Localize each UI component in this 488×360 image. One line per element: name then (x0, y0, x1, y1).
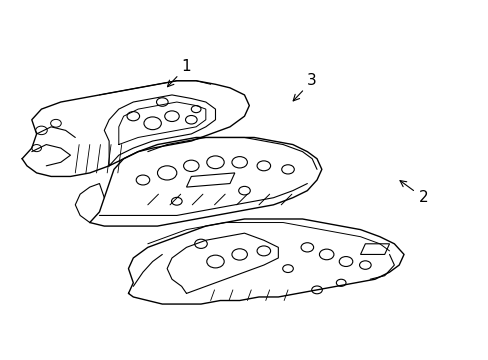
Text: 1: 1 (167, 59, 191, 87)
Text: 2: 2 (399, 181, 427, 205)
Text: 3: 3 (293, 73, 316, 101)
